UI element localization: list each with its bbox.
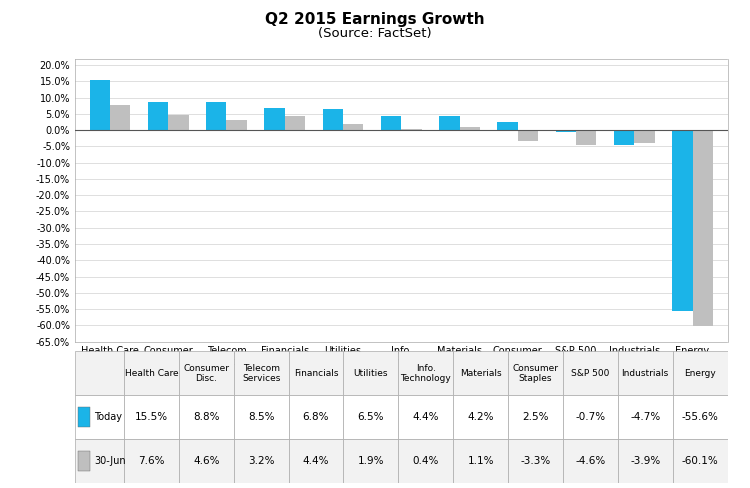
Text: Telecom
Services: Telecom Services <box>242 364 280 383</box>
Bar <box>264 108 285 130</box>
Text: Industrials: Industrials <box>622 369 669 378</box>
Bar <box>692 130 713 325</box>
Text: -4.6%: -4.6% <box>575 456 605 466</box>
Bar <box>75 351 124 395</box>
Bar <box>78 407 90 427</box>
Bar <box>673 351 728 395</box>
Bar <box>439 117 460 130</box>
Bar <box>398 439 453 483</box>
Text: 1.1%: 1.1% <box>467 456 494 466</box>
Text: -3.9%: -3.9% <box>630 456 660 466</box>
Bar <box>75 439 124 483</box>
Text: Health Care: Health Care <box>124 369 178 378</box>
Bar <box>322 109 343 130</box>
Text: 8.5%: 8.5% <box>248 412 274 422</box>
Text: Financials: Financials <box>294 369 338 378</box>
Text: -55.6%: -55.6% <box>682 412 718 422</box>
Text: 4.2%: 4.2% <box>467 412 494 422</box>
Text: 3.2%: 3.2% <box>248 456 274 466</box>
Bar <box>576 130 596 145</box>
Bar <box>398 351 453 395</box>
Bar <box>673 395 728 439</box>
Text: 8.8%: 8.8% <box>193 412 220 422</box>
Bar <box>234 439 289 483</box>
Bar <box>398 395 453 439</box>
Text: 0.4%: 0.4% <box>413 456 439 466</box>
Bar <box>285 116 305 130</box>
Text: 2.5%: 2.5% <box>522 412 549 422</box>
Bar <box>672 130 692 311</box>
Bar <box>89 80 110 130</box>
Text: 6.5%: 6.5% <box>358 412 384 422</box>
Bar <box>206 102 226 130</box>
Bar <box>124 351 178 395</box>
Text: S&P 500: S&P 500 <box>572 369 610 378</box>
Bar <box>618 351 673 395</box>
Bar <box>634 130 655 143</box>
Bar <box>618 439 673 483</box>
Bar <box>289 351 344 395</box>
Bar <box>344 351 398 395</box>
Text: -3.3%: -3.3% <box>520 456 550 466</box>
Text: 4.4%: 4.4% <box>303 456 329 466</box>
Bar <box>343 124 364 130</box>
Bar <box>401 129 422 130</box>
Bar <box>556 130 576 132</box>
Text: -0.7%: -0.7% <box>575 412 605 422</box>
Text: -4.7%: -4.7% <box>630 412 660 422</box>
Bar <box>124 439 178 483</box>
Bar <box>508 351 563 395</box>
Bar <box>344 439 398 483</box>
Bar <box>508 395 563 439</box>
Bar <box>75 395 124 439</box>
Text: Q2 2015 Earnings Growth: Q2 2015 Earnings Growth <box>266 12 484 27</box>
Text: Consumer
Staples: Consumer Staples <box>512 364 559 383</box>
Bar <box>178 439 234 483</box>
Bar <box>178 395 234 439</box>
Text: 4.6%: 4.6% <box>193 456 220 466</box>
Text: Today: Today <box>94 412 122 422</box>
Bar <box>289 439 344 483</box>
Bar <box>453 395 508 439</box>
Text: (Source: FactSet): (Source: FactSet) <box>318 27 432 40</box>
Bar <box>78 451 90 471</box>
Text: 1.9%: 1.9% <box>358 456 384 466</box>
Bar <box>289 395 344 439</box>
Bar <box>618 395 673 439</box>
Text: Energy: Energy <box>684 369 716 378</box>
Text: 6.8%: 6.8% <box>303 412 329 422</box>
Bar <box>614 130 634 145</box>
Text: 4.4%: 4.4% <box>413 412 439 422</box>
Bar <box>381 116 401 130</box>
Text: Materials: Materials <box>460 369 502 378</box>
Text: 7.6%: 7.6% <box>138 456 164 466</box>
Bar <box>110 105 130 130</box>
Bar <box>563 351 618 395</box>
Bar <box>234 351 289 395</box>
Text: Info.
Technology: Info. Technology <box>400 364 451 383</box>
Text: Consumer
Disc.: Consumer Disc. <box>183 364 230 383</box>
Text: Utilities: Utilities <box>353 369 388 378</box>
Bar <box>460 126 480 130</box>
Bar <box>673 439 728 483</box>
Bar <box>453 351 508 395</box>
Bar <box>563 439 618 483</box>
Text: -60.1%: -60.1% <box>682 456 718 466</box>
Bar <box>518 130 538 141</box>
Bar <box>453 439 508 483</box>
Bar <box>226 120 247 130</box>
Bar <box>563 395 618 439</box>
Bar <box>344 395 398 439</box>
Text: 30-Jun: 30-Jun <box>94 456 126 466</box>
Bar <box>148 102 168 130</box>
Bar <box>124 395 178 439</box>
Bar <box>508 439 563 483</box>
Bar <box>168 115 188 130</box>
Text: 15.5%: 15.5% <box>135 412 168 422</box>
Bar <box>234 395 289 439</box>
Bar <box>497 122 517 130</box>
Bar <box>178 351 234 395</box>
